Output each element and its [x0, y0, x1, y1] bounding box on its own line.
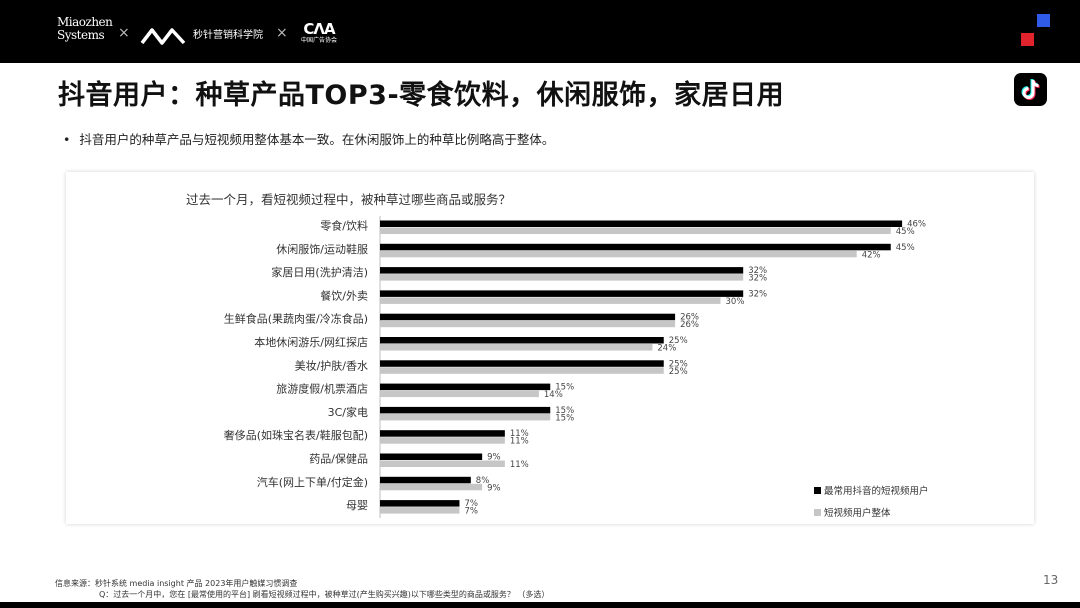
bar-series1 [380, 360, 664, 367]
cross-separator: × [118, 25, 130, 41]
cross-separator: × [276, 25, 288, 41]
data-label-series2: 45% [896, 227, 915, 237]
data-label-series1: 26% [680, 313, 699, 323]
bar-series2 [380, 274, 744, 281]
data-label-series1: 32% [748, 289, 767, 299]
bar-series1 [380, 500, 460, 507]
bottom-bar [0, 602, 1080, 608]
data-label-series2: 42% [862, 250, 881, 260]
partner-name: 秒针营销科学院 [193, 30, 263, 41]
footer-notes: 信息来源：秒针系统 media insight 产品 2023年用户触媒习惯调查… [55, 578, 549, 600]
bar-series1 [380, 243, 891, 251]
data-label-series1: 15% [555, 406, 574, 416]
bar-series2 [380, 297, 721, 304]
data-label-series1: 11% [510, 429, 529, 439]
bar-series1 [380, 290, 744, 297]
data-label-series2: 24% [657, 344, 676, 354]
data-label-series1: 25% [669, 336, 688, 346]
data-label-series2: 30% [726, 297, 745, 307]
bar-series1 [380, 313, 676, 321]
bar-series1 [380, 453, 483, 460]
data-label-series2: 9% [487, 483, 501, 493]
page-number: 13 [1043, 573, 1059, 587]
cma-logo-mark: CΛA [303, 20, 335, 38]
bar-series1 [380, 476, 471, 484]
chart-title: 过去一个月，看短视频过程中，被种草过哪些商品或服务？ [186, 192, 511, 207]
mm-logo-icon [140, 28, 186, 45]
category-label: 家居日用(洗护清洁) [271, 265, 368, 279]
chart-panel: 过去一个月，看短视频过程中，被种草过哪些商品或服务？ 零食/饮料 46% 45% 休闲服… [66, 172, 1034, 524]
data-label-series1: 15% [555, 383, 574, 393]
logo-line-2: Systems [57, 28, 105, 42]
category-label: 旅游度假/机票酒店 [276, 382, 368, 396]
miaozhen-logo: Miaozhen Systems [57, 15, 113, 42]
category-label: 汽车(网上下单/付定金) [257, 475, 368, 489]
bar-series2 [380, 320, 676, 328]
bar-series2 [380, 367, 664, 374]
data-label-series1: 45% [896, 243, 915, 253]
category-label: 本地休闲游乐/网红探店 [254, 335, 368, 349]
data-label-series2: 25% [669, 367, 688, 377]
bar-series2 [380, 507, 460, 514]
bar-series1 [380, 383, 551, 391]
data-label-series1: 25% [669, 359, 688, 369]
bar-series1 [380, 337, 664, 344]
category-label: 药品/保健品 [309, 452, 368, 466]
category-label: 美妆/护肤/香水 [295, 358, 368, 372]
bar-series1 [380, 267, 744, 274]
logo-line-1: Miaozhen [57, 15, 113, 29]
bar-series2 [380, 344, 653, 351]
bar-series1 [380, 220, 903, 227]
bar-series1 [380, 430, 505, 437]
category-label: 母婴 [346, 499, 368, 512]
data-label-series2: 14% [544, 390, 563, 400]
bar-series2 [380, 227, 891, 234]
data-label-series2: 7% [464, 507, 478, 517]
red-square-icon [1021, 33, 1034, 46]
category-label: 生鲜食品(果蔬肉蛋/冷冻食品) [224, 312, 368, 326]
legend-label-series1: 最常用抖音的短视频用户 [824, 485, 929, 497]
data-label-series1: 46% [907, 220, 926, 230]
bar-series2 [380, 460, 505, 467]
bar-series1 [380, 406, 551, 414]
data-label-series2: 11% [510, 437, 529, 447]
legend-swatch-series1 [814, 487, 821, 494]
data-label-series1: 7% [464, 499, 478, 509]
data-label-series2: 11% [510, 460, 529, 470]
bar-chart: 过去一个月，看短视频过程中，被种草过哪些商品或服务？零食/饮料 46%45%休闲服… [186, 192, 929, 519]
bar-series2 [380, 250, 857, 258]
category-label: 零食/饮料 [320, 219, 368, 233]
bullet-text: 抖音用户的种草产品与短视频用整体基本一致。在休闲服饰上的种草比例略高于整体。 [79, 132, 555, 147]
tiktok-icon [1014, 73, 1047, 106]
data-label-series1: 9% [487, 453, 501, 463]
data-label-series1: 32% [748, 266, 767, 276]
category-label: 休闲服饰/运动鞋服 [276, 242, 368, 256]
bar-series2 [380, 413, 551, 421]
data-label-series2: 26% [680, 320, 699, 330]
legend-label-series2: 短视频用户整体 [824, 507, 891, 519]
legend-swatch-series2 [814, 509, 821, 516]
source-note: 信息来源：秒针系统 media insight 产品 2023年用户触媒习惯调查 [55, 579, 298, 588]
cma-logo-sub: 中国广告协会 [300, 37, 337, 44]
data-label-series1: 8% [476, 476, 490, 486]
bar-series2 [380, 390, 539, 398]
page-title: 抖音用户：种草产品TOP3-零食饮料，休闲服饰，家居日用 [58, 80, 785, 111]
top-bar: Miaozhen Systems × 秒针营销科学院 × CΛA 中国广告协会 [0, 0, 1080, 63]
category-label: 奢侈品(如珠宝名表/鞋服包配) [224, 428, 368, 442]
data-label-series2: 32% [748, 274, 767, 284]
bar-series2 [380, 483, 483, 491]
question-note: Q：过去一个月中，您在 [最常使用的平台] 刷看短视频过程中，被种草过(产生购买… [99, 590, 550, 599]
summary-bullet: • 抖音用户的种草产品与短视频用整体基本一致。在休闲服饰上的种草比例略高于整体。 [63, 132, 554, 148]
category-label: 3C/家电 [328, 405, 368, 419]
bullet-mark: • [63, 132, 71, 147]
blue-square-icon [1037, 14, 1050, 27]
data-label-series2: 15% [555, 413, 574, 423]
cma-logo: CΛA 中国广告协会 [299, 21, 339, 45]
category-label: 餐饮/外卖 [320, 288, 368, 302]
bar-series2 [380, 437, 505, 444]
